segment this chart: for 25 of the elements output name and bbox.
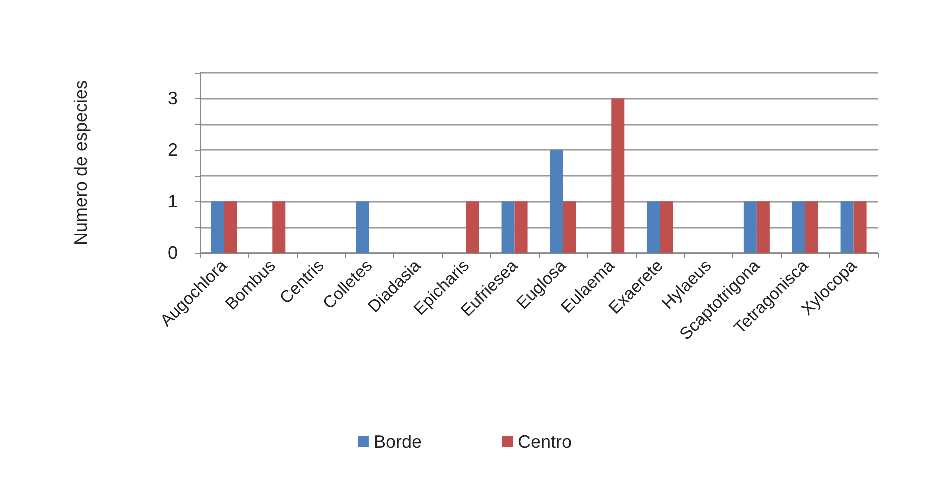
bar [805, 202, 818, 253]
bar [647, 202, 660, 253]
bar [792, 202, 806, 253]
bar [744, 202, 757, 253]
bar [224, 202, 238, 253]
bar [563, 202, 576, 253]
y-tick-label: 1 [168, 192, 178, 212]
bar [466, 202, 480, 253]
bar [550, 150, 564, 253]
y-tick-label: 2 [168, 140, 178, 160]
y-axis-title: Numero de especies [71, 80, 91, 246]
legend-label: Borde [374, 432, 422, 452]
bar [502, 202, 515, 253]
y-tick-label: 0 [168, 243, 178, 263]
bar [514, 202, 528, 253]
bar [211, 202, 224, 253]
bar [840, 202, 854, 253]
bar [854, 202, 867, 253]
bar [756, 202, 770, 253]
bar [356, 202, 370, 253]
y-tick-label: 3 [168, 88, 178, 109]
bar [272, 202, 286, 253]
bar [660, 202, 674, 253]
bar [612, 98, 625, 253]
legend-label: Centro [518, 432, 572, 452]
